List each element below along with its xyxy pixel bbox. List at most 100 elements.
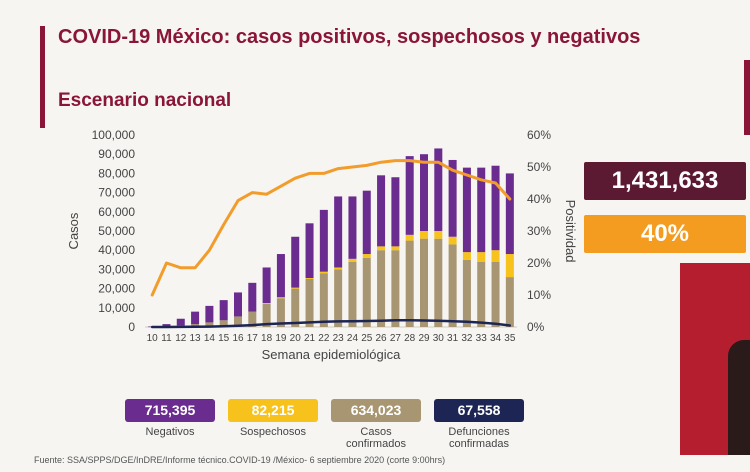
page-subtitle: Escenario nacional bbox=[58, 90, 232, 111]
bar-negativos bbox=[362, 190, 371, 255]
x-tick-label: 33 bbox=[476, 333, 488, 344]
stat-confirmados-label: Casos confirmados bbox=[331, 426, 421, 450]
bar-sospechosos bbox=[505, 254, 514, 278]
stat-confirmados: 634,023 Casos confirmados bbox=[331, 399, 421, 450]
bar-sospechosos bbox=[462, 252, 471, 260]
bar-sospechosos bbox=[448, 236, 457, 245]
bar-casos-confirmados bbox=[419, 238, 429, 327]
bar-negativos bbox=[334, 196, 343, 268]
bar-negativos bbox=[377, 175, 386, 247]
bar-casos-confirmados bbox=[291, 288, 300, 327]
y2-tick-label: 60% bbox=[527, 128, 551, 142]
bar-casos-confirmados bbox=[448, 244, 457, 327]
positivity-value: 40% bbox=[640, 220, 690, 247]
bar-casos-confirmados bbox=[391, 250, 400, 327]
x-tick-label: 32 bbox=[461, 333, 473, 344]
y-tick-label: 0 bbox=[128, 320, 135, 334]
bar-casos-confirmados bbox=[219, 320, 228, 327]
x-tick-label: 27 bbox=[390, 333, 402, 344]
stat-negativos-value: 715,395 bbox=[125, 399, 215, 422]
bar-sospechosos bbox=[291, 287, 300, 289]
bar-casos-confirmados bbox=[405, 240, 414, 327]
bar-negativos bbox=[491, 165, 500, 251]
bar-negativos bbox=[276, 254, 285, 298]
y2-tick-label: 50% bbox=[527, 160, 551, 174]
bar-casos-confirmados bbox=[477, 261, 486, 327]
stat-defunciones-value: 67,558 bbox=[434, 399, 524, 422]
bar-sospechosos bbox=[419, 231, 429, 239]
bar-negativos bbox=[248, 282, 257, 312]
bar-casos-confirmados bbox=[305, 279, 314, 327]
bar-casos-confirmados bbox=[491, 261, 500, 327]
y-tick-label: 40,000 bbox=[98, 243, 135, 257]
x-tick-label: 31 bbox=[447, 333, 459, 344]
bar-negativos bbox=[176, 318, 185, 326]
bar-casos-confirmados bbox=[233, 316, 243, 327]
x-tick-label: 20 bbox=[290, 333, 302, 344]
positivity-box: 40% bbox=[584, 215, 746, 253]
x-tick-label: 15 bbox=[218, 333, 230, 344]
bar-negativos bbox=[477, 167, 486, 253]
bar-negativos bbox=[448, 159, 457, 237]
bar-sospechosos bbox=[434, 231, 443, 239]
y2-tick-label: 40% bbox=[527, 192, 551, 206]
y-tick-label: 70,000 bbox=[98, 186, 135, 200]
y-tick-label: 90,000 bbox=[98, 147, 135, 161]
x-tick-label: 30 bbox=[433, 333, 445, 344]
bar-negativos bbox=[505, 173, 514, 255]
x-tick-label: 29 bbox=[418, 333, 430, 344]
bar-negativos bbox=[462, 167, 471, 253]
x-tick-label: 28 bbox=[404, 333, 416, 344]
bar-negativos bbox=[348, 196, 357, 259]
stat-confirmados-label-line2: confirmados bbox=[346, 438, 406, 450]
bar-sospechosos bbox=[477, 252, 486, 262]
bar-casos-confirmados bbox=[205, 322, 214, 327]
x-tick-label: 25 bbox=[361, 333, 373, 344]
bar-casos-confirmados bbox=[434, 238, 443, 327]
y-tick-label: 10,000 bbox=[98, 301, 135, 315]
bar-sospechosos bbox=[305, 278, 314, 279]
x-tick-label: 13 bbox=[190, 333, 202, 344]
bar-negativos bbox=[205, 305, 214, 323]
bar-casos-confirmados bbox=[505, 277, 514, 327]
bar-negativos bbox=[319, 209, 328, 272]
x-tick-label: 26 bbox=[376, 333, 388, 344]
stat-defunciones-label-line2: confirmadas bbox=[449, 438, 509, 450]
bar-sospechosos bbox=[491, 250, 500, 262]
page-title: COVID-19 México: casos positivos, sospec… bbox=[58, 26, 641, 48]
bar-negativos bbox=[305, 223, 314, 279]
x-tick-label: 12 bbox=[175, 333, 187, 344]
bar-casos-confirmados bbox=[377, 250, 386, 327]
y2-tick-label: 10% bbox=[527, 288, 551, 302]
bar-negativos bbox=[291, 236, 300, 288]
y-tick-label: 80,000 bbox=[98, 166, 135, 180]
bar-negativos bbox=[405, 156, 414, 235]
stat-defunciones-label-line1: Defunciones bbox=[448, 426, 510, 438]
x-tick-label: 11 bbox=[161, 333, 172, 344]
y-tick-label: 50,000 bbox=[98, 224, 135, 238]
bar-negativos bbox=[233, 292, 243, 317]
cases-chart: 0 10,000 20,000 30,000 40,000 50,000 60,000 70,… bbox=[66, 128, 578, 362]
bar-sospechosos bbox=[362, 254, 371, 258]
y-tick-label: 100,000 bbox=[92, 128, 136, 142]
x-tick-label: 17 bbox=[247, 333, 259, 344]
x-axis-title: Semana epidemiológica bbox=[262, 347, 402, 362]
bar-casos-confirmados bbox=[262, 303, 271, 327]
x-tick-label: 24 bbox=[347, 333, 359, 344]
bar-negativos bbox=[162, 324, 171, 327]
bar-sospechosos bbox=[405, 234, 414, 241]
y-tick-label: 20,000 bbox=[98, 282, 135, 296]
y2-tick-label: 30% bbox=[527, 224, 551, 238]
x-tick-label: 21 bbox=[304, 333, 316, 344]
x-tick-label: 34 bbox=[490, 333, 502, 344]
bar-negativos bbox=[219, 300, 228, 321]
x-tick-label: 10 bbox=[147, 333, 159, 344]
bar-sospechosos bbox=[348, 258, 357, 262]
stat-negativos-label: Negativos bbox=[145, 426, 195, 438]
stat-sospechosos-label: Sospechosos bbox=[239, 426, 307, 438]
bar-sospechosos bbox=[319, 271, 328, 274]
x-tick-label: 22 bbox=[318, 333, 330, 344]
total-tests-box: 1,431,633 bbox=[584, 162, 746, 200]
bar-sospechosos bbox=[391, 246, 400, 251]
bar-casos-confirmados bbox=[334, 269, 343, 327]
